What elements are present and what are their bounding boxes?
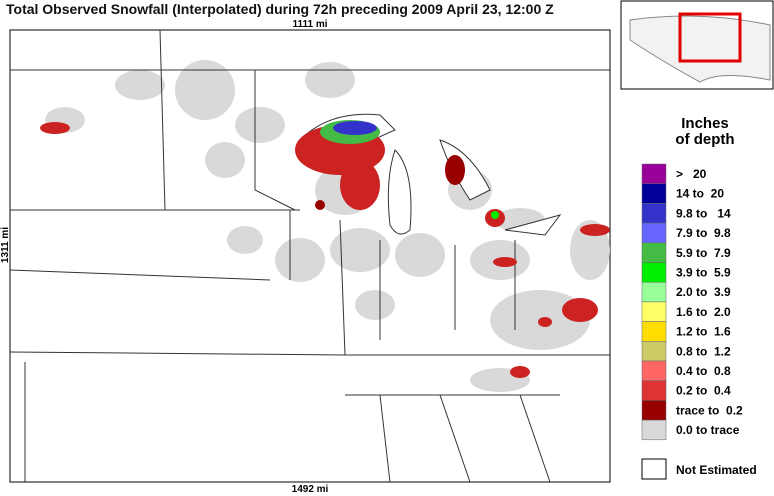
legend-label: 0.8 to 1.2 [676,344,731,358]
side-scale: 1311 mi [0,227,11,263]
legend-swatch [641,419,667,441]
inset-map [620,0,774,90]
legend-label: 14 to 20 [676,187,724,201]
legend-swatch [641,321,667,342]
legend-title: of depth [675,131,734,148]
legend-label: 9.8 to 14 [676,206,731,220]
legend-label: 0.2 to 0.4 [676,384,731,398]
title: Total Observed Snowfall (Interpolated) d… [6,1,554,17]
legend-label: 7.9 to 9.8 [676,226,731,240]
legend-label: 1.2 to 1.6 [676,325,731,339]
not-estimated-label: Not Estimated [676,463,757,477]
legend-title: Inches [681,115,729,132]
snowfall [40,120,610,378]
legend-label: trace to 0.2 [676,403,743,417]
legend-label: 2.0 to 3.9 [676,285,731,299]
legend-swatch [641,400,667,421]
legend-swatch [641,360,667,381]
legend: Inches of depth Not Estimated > 20 14 to … [641,115,757,480]
lake-erie [504,214,562,236]
legend-swatch [641,163,667,184]
lake-michigan [387,149,412,235]
top-scale: 1111 mi [292,19,327,30]
legend-swatch [641,341,667,362]
legend-swatch [641,183,667,204]
legend-swatch [641,301,667,322]
legend-label: 0.0 to trace [676,423,740,437]
map [9,29,611,483]
legend-label: 0.4 to 0.8 [676,364,731,378]
legend-label: 3.9 to 5.9 [676,266,731,280]
legend-swatch [641,380,667,401]
legend-label: 5.9 to 7.9 [676,246,731,260]
bottom-scale: 1492 mi [292,484,329,495]
legend-swatch [641,203,667,224]
not-estimated-swatch [641,458,667,480]
legend-swatch [641,222,667,244]
legend-label: > 20 [676,167,707,181]
legend-swatch [641,242,667,263]
legend-swatch [641,262,667,283]
legend-swatch [641,281,667,303]
legend-label: 1.6 to 2.0 [676,305,731,319]
